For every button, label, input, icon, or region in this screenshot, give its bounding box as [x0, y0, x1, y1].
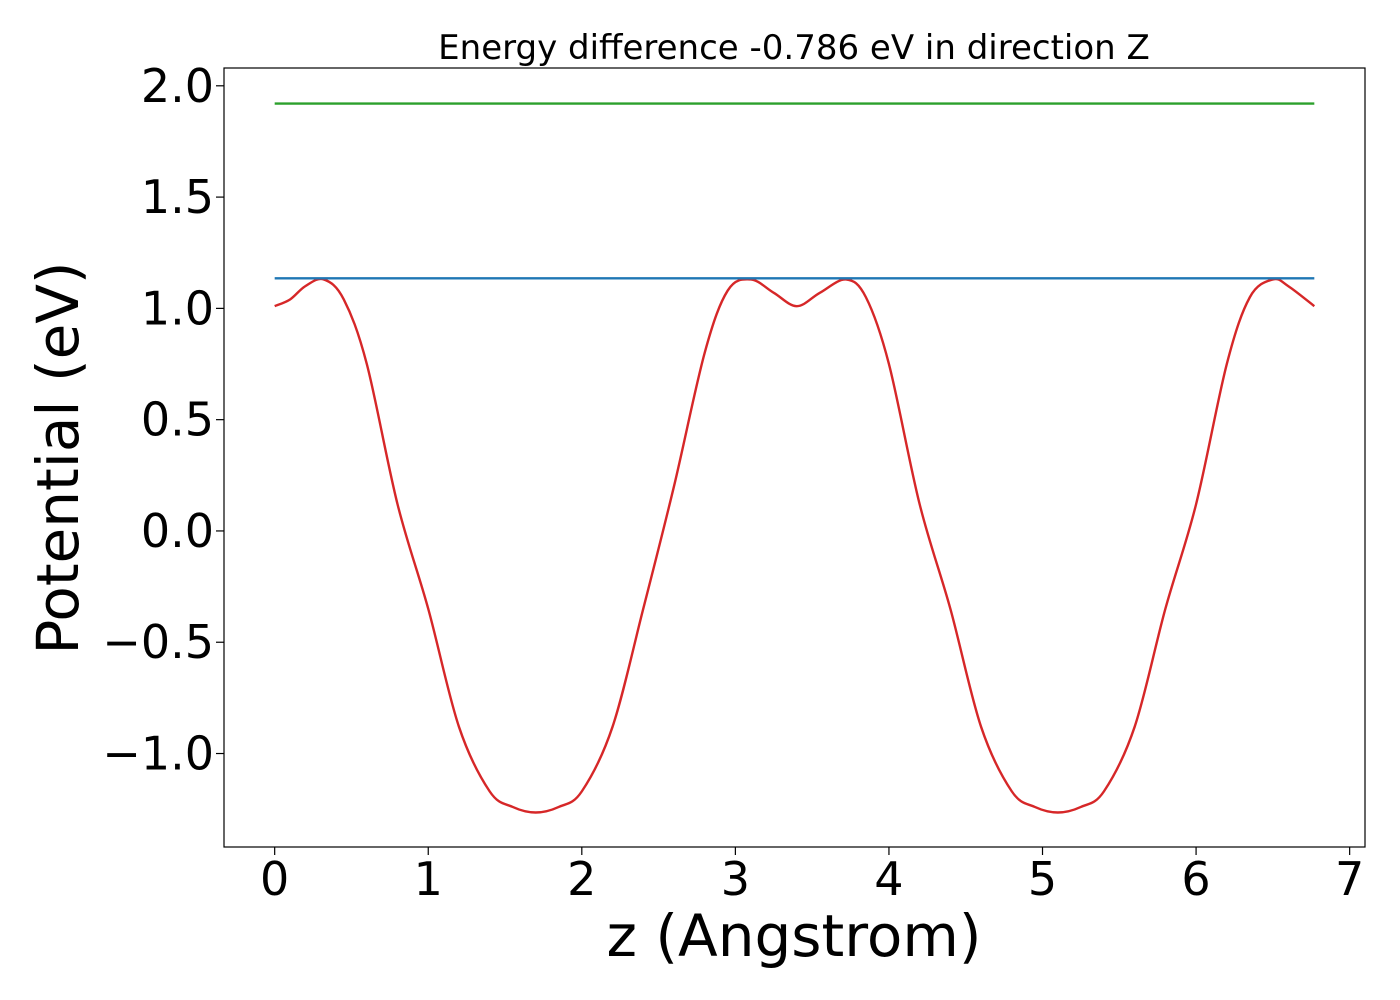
- series-layer: [274, 102, 1316, 814]
- y-axis-label: Potential (eV): [24, 261, 92, 654]
- chart-title: Energy difference -0.786 eV in direction…: [438, 28, 1150, 68]
- x-tick-label: 1: [414, 852, 443, 906]
- x-tick-label: 6: [1181, 852, 1210, 906]
- y-tick-label: −0.5: [102, 615, 214, 669]
- y-tick-label: 1.5: [141, 170, 214, 224]
- y-tick-label: 1.0: [141, 281, 214, 335]
- x-ticks: 0 1 2 3 4 5 6 7: [260, 847, 1364, 906]
- x-tick-label: 2: [567, 852, 596, 906]
- y-ticks: 2.0 1.5 1.0 0.5 0.0 −0.5 −1.0: [102, 59, 224, 781]
- x-tick-label: 3: [721, 852, 750, 906]
- y-tick-label: 2.0: [141, 59, 214, 113]
- y-tick-label: −1.0: [102, 727, 214, 781]
- x-axis-label: z (Angstrom): [607, 902, 982, 970]
- plot-area: [223, 67, 1366, 848]
- x-tick-label: 0: [260, 852, 289, 906]
- y-tick-label: 0.0: [141, 504, 214, 558]
- x-tick-label: 4: [874, 852, 903, 906]
- series-line-1: [274, 277, 1316, 814]
- y-tick-label: 0.5: [141, 393, 214, 447]
- x-tick-label: 5: [1028, 852, 1057, 906]
- x-tick-label: 7: [1335, 852, 1364, 906]
